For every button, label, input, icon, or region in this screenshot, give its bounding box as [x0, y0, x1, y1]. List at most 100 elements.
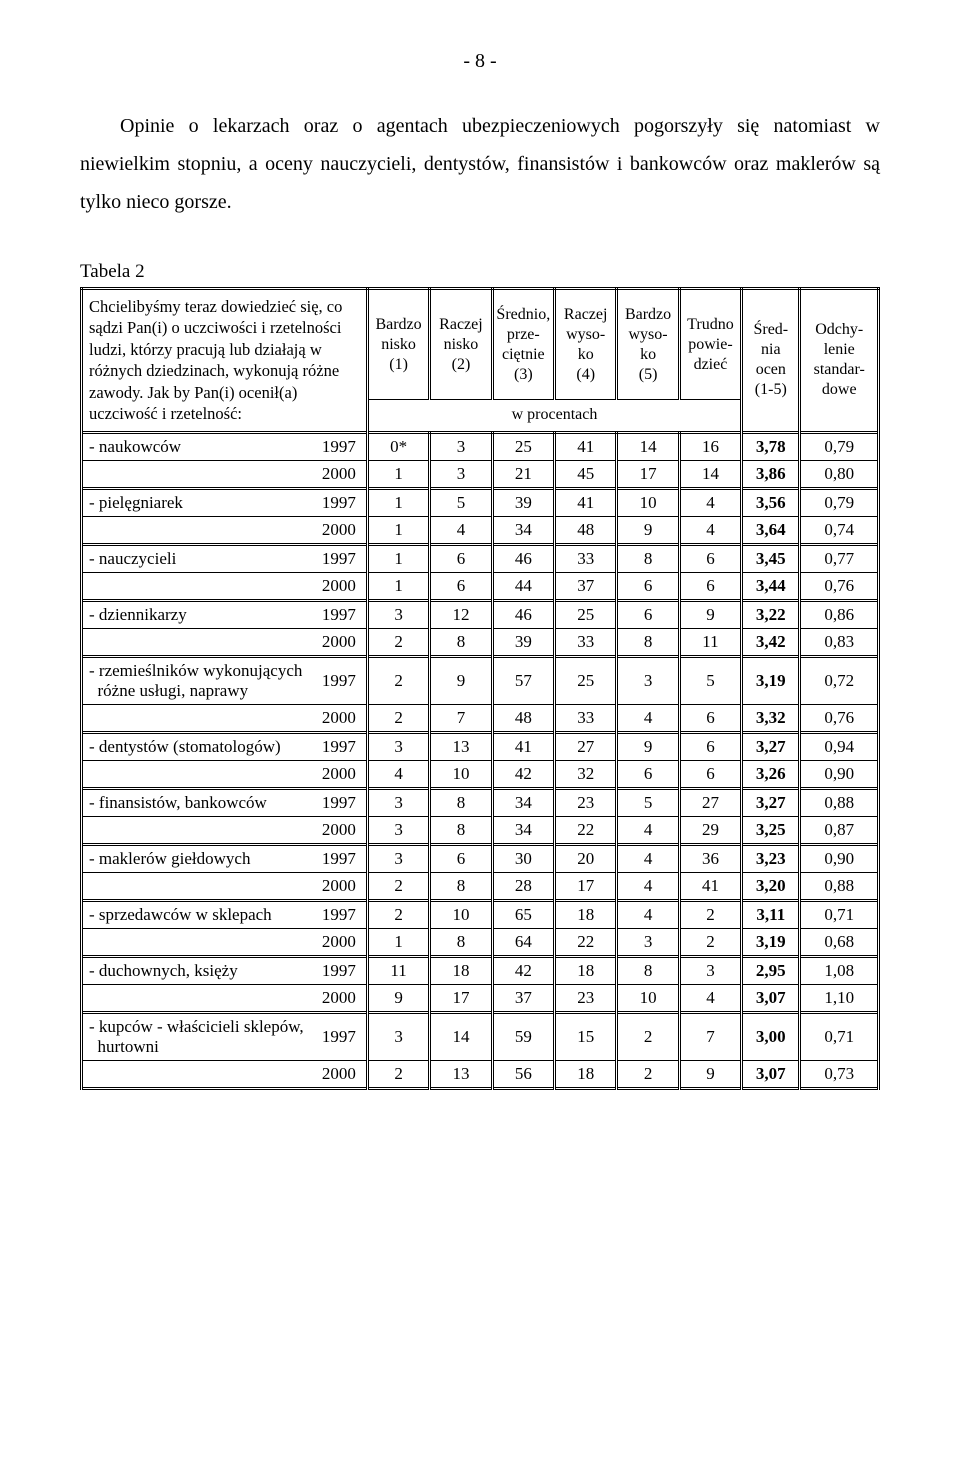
cell: 1,10 [800, 984, 879, 1012]
cell: 3,27 [742, 732, 800, 760]
row-year: 2000 [309, 460, 367, 488]
cell: 6 [679, 572, 741, 600]
table-row: 200091737231043,071,10 [82, 984, 879, 1012]
page-number: - 8 - [80, 50, 880, 73]
row-year: 1997 [309, 788, 367, 816]
table-row: 200013214517143,860,80 [82, 460, 879, 488]
row-label: - dziennikarzy [82, 600, 310, 628]
cell: 39 [492, 488, 554, 516]
cell: 2 [367, 704, 429, 732]
table-row: - maklerów giełdowych19973630204363,230,… [82, 844, 879, 872]
table-row: 2000274833463,320,76 [82, 704, 879, 732]
cell: 27 [555, 732, 617, 760]
cell: 37 [555, 572, 617, 600]
cell: 11 [367, 956, 429, 984]
table-body: - naukowców19970*3254114163,780,79200013… [82, 432, 879, 1088]
cell: 8 [617, 628, 679, 656]
cell: 4 [430, 516, 492, 544]
cell: 41 [679, 872, 741, 900]
cell: 57 [492, 656, 554, 704]
cell: 11 [679, 628, 741, 656]
row-label [82, 760, 310, 788]
cell: 3,00 [742, 1012, 800, 1060]
table-row: 2000164437663,440,76 [82, 572, 879, 600]
cell: 4 [679, 516, 741, 544]
cell: 3,07 [742, 1060, 800, 1088]
cell: 6 [617, 760, 679, 788]
cell: 34 [492, 788, 554, 816]
row-label: - maklerów giełdowych [82, 844, 310, 872]
cell: 3,45 [742, 544, 800, 572]
cell: 3 [679, 956, 741, 984]
cell: 5 [617, 788, 679, 816]
cell: 6 [679, 544, 741, 572]
cell: 1 [367, 460, 429, 488]
cell: 0,76 [800, 704, 879, 732]
row-year: 1997 [309, 900, 367, 928]
cell: 10 [617, 488, 679, 516]
cell: 36 [679, 844, 741, 872]
cell: 4 [617, 844, 679, 872]
col-odchylenie: Odchy-leniestandar-dowe [800, 289, 879, 433]
cell: 41 [555, 488, 617, 516]
cell: 2,95 [742, 956, 800, 984]
cell: 48 [492, 704, 554, 732]
cell: 23 [555, 984, 617, 1012]
col-bardzo-nisko: Bardzonisko(1) [367, 289, 429, 400]
cell: 0,94 [800, 732, 879, 760]
row-year: 2000 [309, 984, 367, 1012]
cell: 32 [555, 760, 617, 788]
table-row: 20004104232663,260,90 [82, 760, 879, 788]
cell: 37 [492, 984, 554, 1012]
table-header: Chcielibyśmy teraz dowiedzieć się, co są… [82, 289, 879, 433]
cell: 2 [367, 656, 429, 704]
cell: 4 [617, 704, 679, 732]
cell: 9 [617, 732, 679, 760]
cell: 4 [679, 488, 741, 516]
table-row: - kupców - właścicieli sklepów, hurtowni… [82, 1012, 879, 1060]
cell: 30 [492, 844, 554, 872]
cell: 14 [430, 1012, 492, 1060]
cell: 18 [430, 956, 492, 984]
row-label [82, 460, 310, 488]
cell: 3,25 [742, 816, 800, 844]
cell: 1 [367, 572, 429, 600]
cell: 4 [617, 872, 679, 900]
table-row: - sprzedawców w sklepach19972106518423,1… [82, 900, 879, 928]
cell: 45 [555, 460, 617, 488]
intro-paragraph: Opinie o lekarzach oraz o agentach ubezp… [80, 107, 880, 221]
cell: 42 [492, 760, 554, 788]
cell: 0,79 [800, 432, 879, 460]
cell: 28 [492, 872, 554, 900]
cell: 1 [367, 544, 429, 572]
cell: 4 [679, 984, 741, 1012]
row-year: 1997 [309, 544, 367, 572]
cell: 8 [430, 928, 492, 956]
cell: 8 [617, 544, 679, 572]
table-row: - finansistów, bankowców19973834235273,2… [82, 788, 879, 816]
cell: 46 [492, 544, 554, 572]
question-cell: Chcielibyśmy teraz dowiedzieć się, co są… [82, 289, 368, 433]
cell: 0* [367, 432, 429, 460]
cell: 3,27 [742, 788, 800, 816]
cell: 3 [617, 928, 679, 956]
cell: 14 [679, 460, 741, 488]
cell: 6 [679, 704, 741, 732]
cell: 13 [430, 1060, 492, 1088]
cell: 0,73 [800, 1060, 879, 1088]
cell: 3,42 [742, 628, 800, 656]
row-label: - sprzedawców w sklepach [82, 900, 310, 928]
cell: 3 [367, 732, 429, 760]
cell: 6 [430, 572, 492, 600]
col-srednia: Śred-niaocen(1-5) [742, 289, 800, 433]
col-raczej-wysoko: Raczejwyso-ko(4) [555, 289, 617, 400]
cell: 0,87 [800, 816, 879, 844]
row-year: 2000 [309, 928, 367, 956]
cell: 0,77 [800, 544, 879, 572]
row-label [82, 984, 310, 1012]
cell: 8 [430, 816, 492, 844]
row-year: 2000 [309, 1060, 367, 1088]
cell: 18 [555, 900, 617, 928]
table-row: 20002828174413,200,88 [82, 872, 879, 900]
row-year: 1997 [309, 600, 367, 628]
